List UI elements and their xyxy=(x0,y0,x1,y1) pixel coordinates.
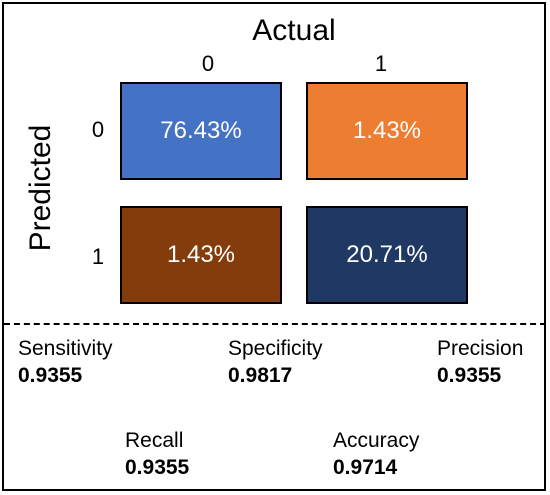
metric-sensitivity: Sensitivity 0.9355 xyxy=(18,337,113,388)
column-label-0: 0 xyxy=(201,51,215,76)
matrix-cell-0-1: 1.43% xyxy=(306,82,468,180)
cell-value: 1.43% xyxy=(352,117,422,144)
metric-value: 0.9355 xyxy=(125,456,190,479)
matrix-cell-0-0: 76.43% xyxy=(120,82,282,180)
matrix-cell-1-0: 1.43% xyxy=(120,206,282,304)
cell-value: 76.43% xyxy=(160,117,242,144)
metric-accuracy: Accuracy 0.9714 xyxy=(333,429,419,480)
metric-recall: Recall 0.9355 xyxy=(125,429,189,480)
column-label-1: 1 xyxy=(374,51,388,76)
metric-name: Precision xyxy=(437,337,524,360)
metric-specificity: Specificity 0.9817 xyxy=(228,337,323,388)
axis-title-actual: Actual xyxy=(252,14,336,47)
metric-value: 0.9355 xyxy=(437,364,502,387)
metric-name: Sensitivity xyxy=(18,337,113,360)
cell-value: 20.71% xyxy=(346,241,428,268)
row-label-0: 0 xyxy=(91,117,105,142)
dashed-divider xyxy=(4,323,546,325)
axis-title-predicted: Predicted xyxy=(24,124,57,252)
metric-name: Recall xyxy=(125,429,184,452)
figure-frame xyxy=(2,2,546,491)
metric-value: 0.9714 xyxy=(333,456,398,479)
row-label-1: 1 xyxy=(91,244,105,269)
metric-name: Specificity xyxy=(228,337,323,360)
metric-value: 0.9355 xyxy=(18,364,83,387)
cell-value: 1.43% xyxy=(166,241,236,268)
metric-value: 0.9817 xyxy=(228,364,293,387)
matrix-cell-1-1: 20.71% xyxy=(306,206,468,304)
metric-precision: Precision 0.9355 xyxy=(437,337,523,388)
metric-name: Accuracy xyxy=(333,429,420,452)
